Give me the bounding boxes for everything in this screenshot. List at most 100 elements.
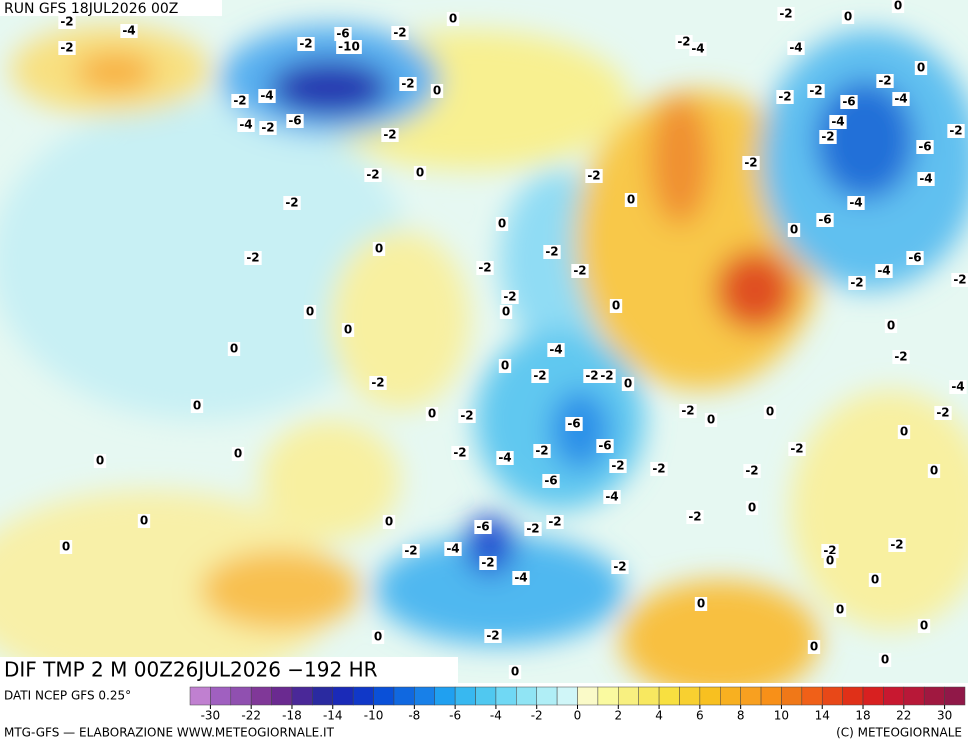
contour-label-box [546,515,564,529]
colorbar-box [230,686,252,706]
contour-label-box [934,406,952,420]
contour-label-box [686,510,704,524]
contour-label: 0 [193,399,201,413]
contour-label-box [917,172,935,186]
contour-label-box [650,462,668,476]
contour-label: 0 [502,305,510,319]
contour-label-box [542,474,560,488]
contour-label-box [884,319,898,333]
contour-label-box [598,369,616,383]
contour-label: 0 [501,359,509,373]
colorbar-box [821,686,843,706]
contour-label: -6 [336,27,349,41]
colorbar-tick-label: -6 [449,709,461,723]
contour-label-box [847,196,865,210]
colorbar-box [189,686,211,706]
contour-label-box [499,305,513,319]
contour-label: -2 [688,510,701,524]
colorbar-tick-label: -4 [490,709,502,723]
contour-label: 0 [234,447,242,461]
contour-label: -2 [486,629,499,643]
contour-label-box [451,446,469,460]
contour-label: 0 [385,515,393,529]
colorbar-tick-label: -22 [241,709,261,723]
contour-label: -2 [790,442,803,456]
contour-label: 0 [920,619,928,633]
colorbar-tick-label: 6 [696,709,704,723]
contour-label-box [137,514,151,528]
contour-label-box [897,425,911,439]
contour-label-box [59,540,73,554]
contour-label: 0 [449,12,457,26]
contour-label-box [689,42,707,56]
contour-label: -2 [949,124,962,138]
colorbar-box [618,686,639,706]
colorbar-tick-label: 30 [937,709,952,723]
colorbar-tick-label: 4 [655,709,663,723]
run-label: RUN GFS 18JUL2026 00Z [4,1,178,17]
contour-label: -6 [598,439,611,453]
colorbar-box [597,686,619,706]
contour-label-box [745,501,759,515]
contour-label: 0 [836,603,844,617]
contour-label: 0 [871,573,879,587]
colorbar-box [923,686,945,706]
contour-label-box [336,40,362,54]
contour-label: -2 [404,544,417,558]
colorbar-box [271,686,293,706]
contour-label: -2 [526,522,539,536]
contour-label: -6 [842,95,855,109]
colorbar-box [944,686,966,706]
contour-label: -2 [393,26,406,40]
contour-label: -6 [476,520,489,534]
contour-label: -2 [60,41,73,55]
contour-label-box [371,630,385,644]
colorbar-box [638,686,660,706]
colorbar-box [312,686,334,706]
contour-label-box [190,399,204,413]
contour-label: -6 [544,474,557,488]
contour-label-box [891,0,905,13]
colorbar-box [495,686,517,706]
contour-label-box [694,597,708,611]
field-label: DIF TMP 2 M 00Z26JUL2026 −192 HR [4,658,378,682]
contour-label-box [402,544,420,558]
colorbar-box [556,686,578,706]
colorbar-tick-label: 22 [896,709,911,723]
colorbar-box [536,686,558,706]
contour-label: -2 [299,37,312,51]
contour-label-box [565,417,583,431]
contour-label-box [763,405,777,419]
contour-label: 0 [790,223,798,237]
colorbar-box [210,686,232,706]
contour-label-box [227,342,241,356]
contour-label: -4 [849,196,862,210]
contour-label: -4 [831,115,844,129]
contour-label-box [743,464,761,478]
contour-label-box [927,464,941,478]
contour-label-box [829,115,847,129]
contour-label-box [917,619,931,633]
contour-label: 0 [428,407,436,421]
contour-label-box [58,15,76,29]
contour-label: -2 [481,556,494,570]
contour-label: -4 [951,380,964,394]
contour-label: -2 [878,74,891,88]
contour-label-box [476,261,494,275]
contour-label-box [675,35,693,49]
contour-label: -2 [821,130,834,144]
contour-label-box [788,442,806,456]
contour-label: 0 [930,464,938,478]
contour-label-box [547,343,565,357]
colorbar-box [801,686,823,706]
contour-label: -2 [894,350,907,364]
contour-label-box [474,520,492,534]
contour-label-box [484,629,502,643]
contour-label: 0 [62,540,70,554]
contour-label-box [878,653,892,667]
contour-label-box [916,140,934,154]
contour-label-box [603,490,621,504]
contour-label-box [704,413,718,427]
map-field [0,0,968,683]
contour-label: -2 [744,156,757,170]
